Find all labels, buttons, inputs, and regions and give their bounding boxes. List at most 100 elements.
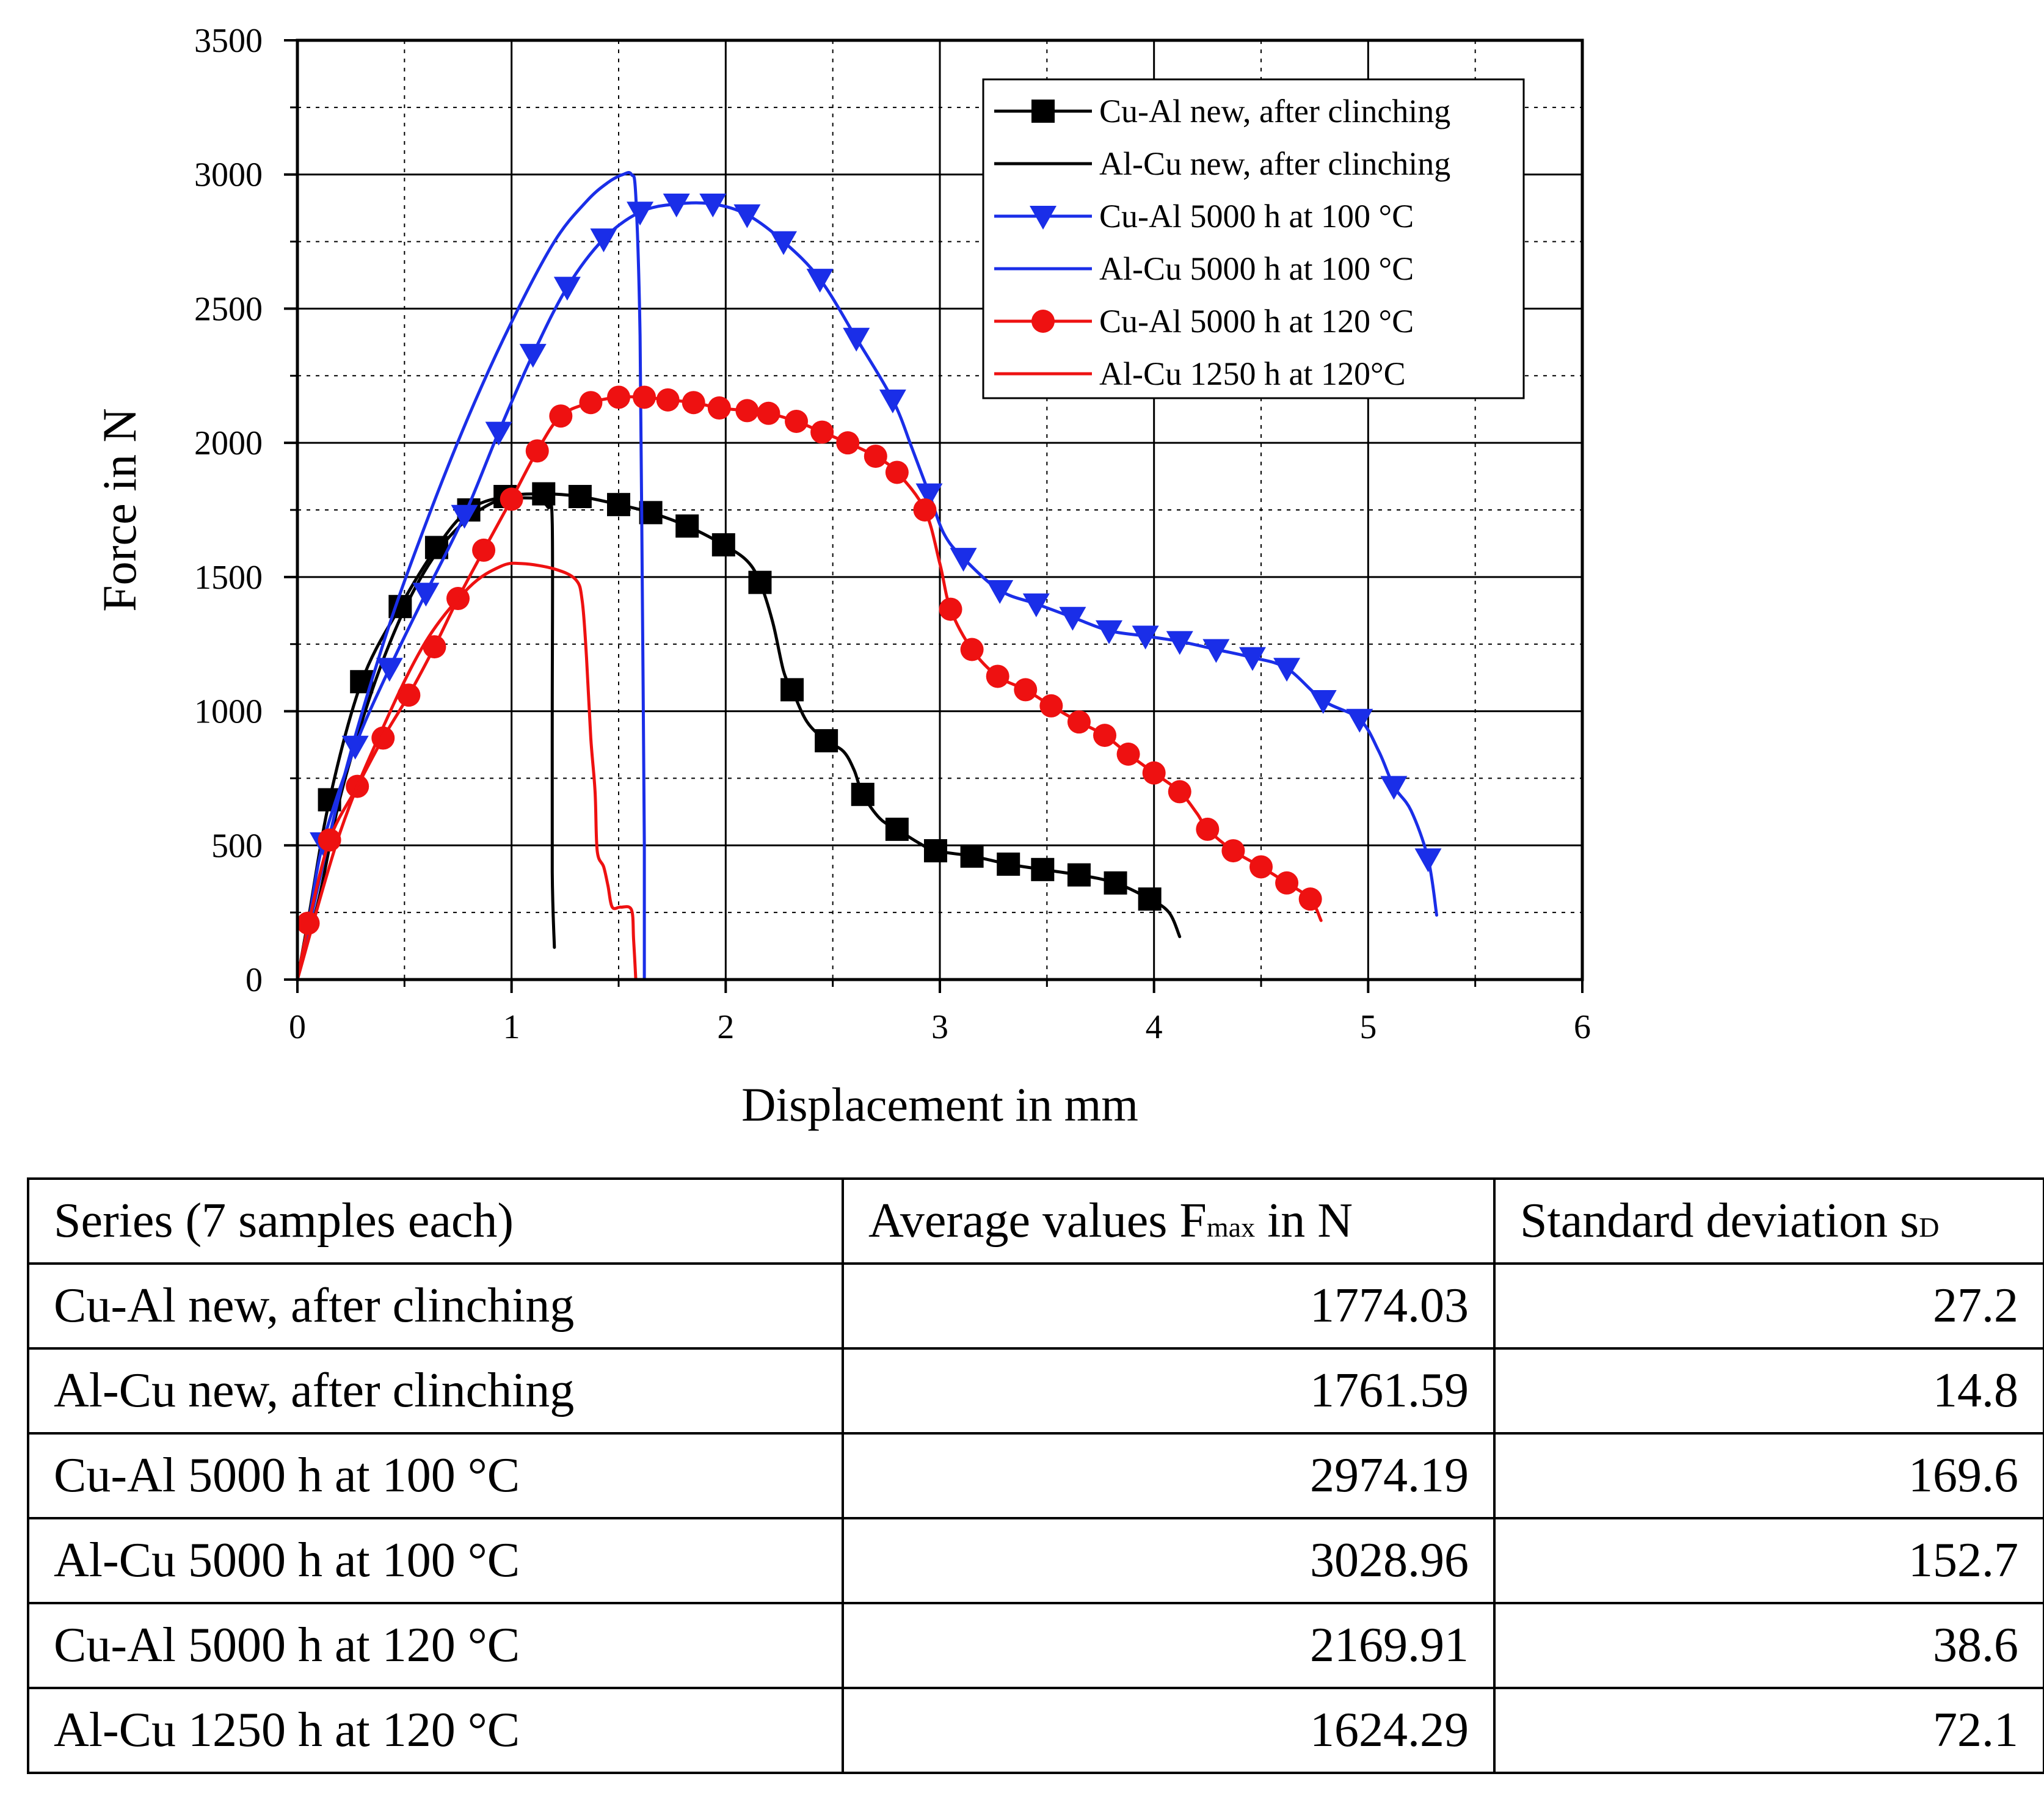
data-point xyxy=(815,729,838,752)
data-point xyxy=(423,635,446,659)
data-point xyxy=(1138,887,1162,911)
header-series: Series (7 samples each) xyxy=(27,1177,844,1265)
data-point xyxy=(986,580,1014,604)
header-average: Average values Fmax in N xyxy=(842,1177,1496,1265)
y-tick-label: 3000 xyxy=(194,156,263,194)
data-point xyxy=(485,421,512,446)
data-point xyxy=(1309,689,1337,714)
data-point xyxy=(780,678,804,702)
data-point xyxy=(770,231,798,255)
data-point xyxy=(1067,710,1091,734)
row-series-cell: Al-Cu 1250 h at 120 °C xyxy=(27,1687,844,1774)
legend-marker xyxy=(1030,206,1057,230)
x-tick-label: 1 xyxy=(503,1008,520,1046)
series-line xyxy=(296,171,646,981)
legend-label: Cu-Al 5000 h at 100 °C xyxy=(1099,198,1414,235)
data-point xyxy=(1202,639,1230,663)
legend-label: Cu-Al 5000 h at 120 °C xyxy=(1099,303,1414,340)
data-point xyxy=(519,344,547,368)
series-line xyxy=(296,395,1323,981)
y-axis-title: Force in N xyxy=(93,408,146,612)
row-std-dev-cell: 169.6 xyxy=(1493,1432,2044,1519)
data-point xyxy=(1249,855,1273,879)
data-point xyxy=(864,445,887,468)
data-point xyxy=(1221,839,1245,863)
row-average-cell: 1774.03 xyxy=(842,1262,1496,1350)
data-point xyxy=(607,385,630,409)
data-point xyxy=(950,548,977,572)
data-point xyxy=(1039,694,1063,718)
data-point xyxy=(1142,761,1166,785)
y-tick-label: 500 xyxy=(211,827,263,865)
table-row: Al-Cu 1250 h at 120 °C 1624.29 72.1 xyxy=(27,1687,2044,1774)
data-point xyxy=(960,638,984,661)
y-tick-label: 3500 xyxy=(194,22,263,60)
row-std-dev-cell: 14.8 xyxy=(1493,1347,2044,1435)
data-series xyxy=(296,171,1442,981)
data-point xyxy=(1067,863,1091,887)
row-std-dev-cell: 27.2 xyxy=(1493,1262,2044,1350)
legend-marker xyxy=(1031,100,1055,123)
data-point xyxy=(986,664,1009,688)
data-point xyxy=(885,817,909,841)
legend-box xyxy=(982,78,1525,399)
table-row: Cu-Al new, after clinching 1774.03 27.2 xyxy=(27,1262,2044,1350)
data-point xyxy=(397,683,421,707)
data-point xyxy=(1031,857,1055,881)
row-series-cell: Al-Cu new, after clinching xyxy=(27,1347,844,1435)
x-tick-label: 2 xyxy=(717,1008,734,1046)
data-point xyxy=(1275,871,1299,895)
data-point xyxy=(997,853,1020,876)
series-5 xyxy=(296,385,1323,981)
data-point xyxy=(553,277,581,301)
row-series-cell: Cu-Al 5000 h at 100 °C xyxy=(27,1432,844,1519)
row-std-dev-cell: 152.7 xyxy=(1493,1517,2044,1604)
data-point xyxy=(451,504,478,529)
x-axis-title: Displacement in mm xyxy=(741,1078,1138,1131)
x-tick-label: 6 xyxy=(1574,1008,1591,1046)
row-std-dev-cell: 72.1 xyxy=(1493,1687,2044,1774)
data-point xyxy=(1059,606,1086,631)
data-point xyxy=(1273,658,1301,682)
data-point xyxy=(915,483,943,507)
data-point xyxy=(549,404,573,428)
data-point xyxy=(1238,647,1266,671)
data-point xyxy=(525,439,549,463)
data-point xyxy=(1298,887,1322,911)
x-tick-label: 4 xyxy=(1146,1008,1163,1046)
x-tick-label: 5 xyxy=(1359,1008,1377,1046)
header-average-unit: in N xyxy=(1255,1194,1353,1248)
data-point xyxy=(590,228,617,253)
data-point xyxy=(735,399,759,423)
table-row: Cu-Al 5000 h at 120 °C 2169.91 38.6 xyxy=(27,1602,2044,1689)
data-point xyxy=(879,389,906,413)
row-average-cell: 1761.59 xyxy=(842,1347,1496,1435)
row-average-cell: 2974.19 xyxy=(842,1432,1496,1519)
data-point xyxy=(663,194,690,218)
table-row: Al-Cu 5000 h at 100 °C 3028.96 152.7 xyxy=(27,1517,2044,1604)
data-point xyxy=(341,735,369,760)
data-point xyxy=(1414,848,1442,873)
data-point xyxy=(699,194,727,218)
data-point xyxy=(1104,871,1127,895)
series-line xyxy=(296,495,556,981)
data-point xyxy=(1166,631,1193,655)
x-tick-label: 3 xyxy=(931,1008,948,1046)
results-table: Series (7 samples each) Average values F… xyxy=(27,1177,2044,1774)
data-point xyxy=(733,204,761,228)
data-point xyxy=(1014,678,1038,702)
data-point xyxy=(1168,780,1191,804)
data-point xyxy=(500,487,523,511)
data-point xyxy=(806,269,834,293)
legend-marker xyxy=(1031,310,1055,333)
data-point xyxy=(923,839,947,863)
data-point xyxy=(1346,708,1373,733)
data-point xyxy=(748,570,772,594)
data-point xyxy=(1022,593,1050,617)
y-tick-label: 0 xyxy=(245,961,263,999)
y-tick-label: 1500 xyxy=(194,559,263,597)
series-line xyxy=(296,561,638,981)
row-series-cell: Al-Cu 5000 h at 100 °C xyxy=(27,1517,844,1604)
data-point xyxy=(843,327,870,352)
data-point xyxy=(682,391,705,415)
